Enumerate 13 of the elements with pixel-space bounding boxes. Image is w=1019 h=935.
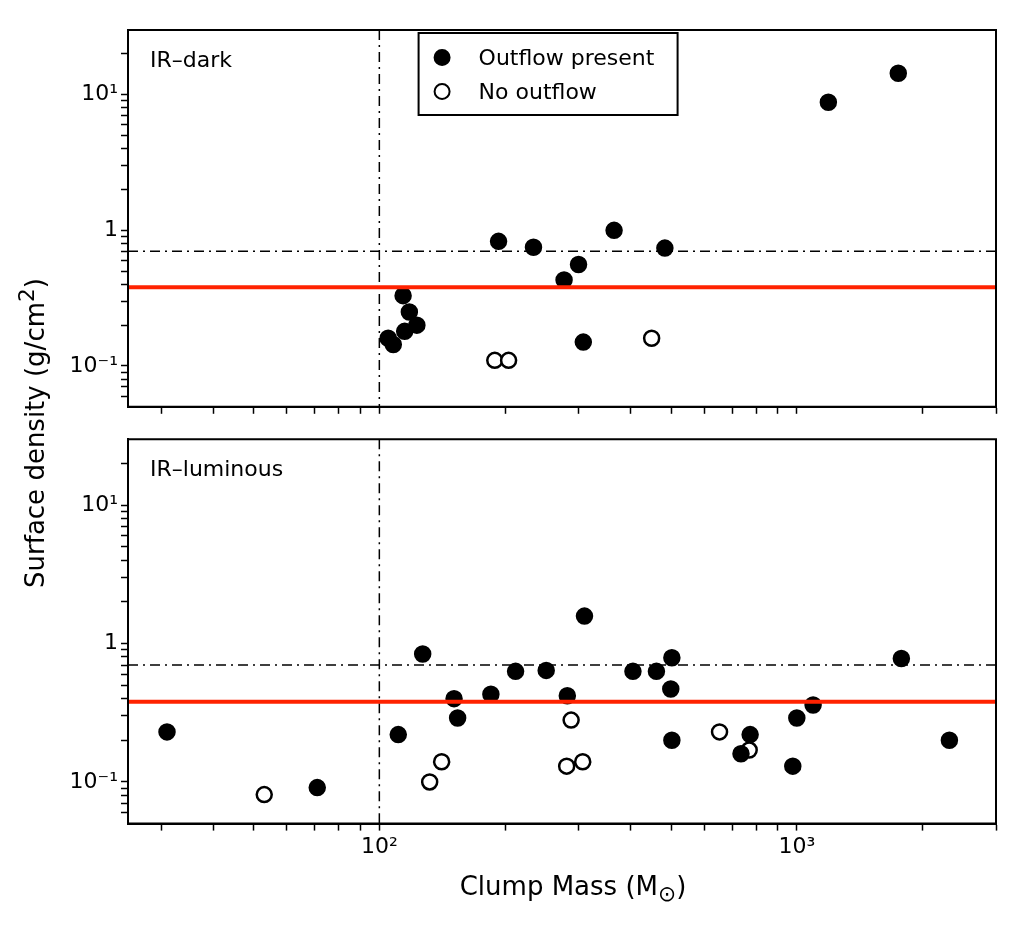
annotation: IR–luminous xyxy=(150,455,284,481)
y-tick-label: 1 xyxy=(104,216,118,242)
legend-label: No outflow xyxy=(478,78,597,104)
y-tick-label: 10⁻¹ xyxy=(69,767,118,793)
y-tick-label: 10¹ xyxy=(81,490,118,516)
y-tick-label: 1 xyxy=(104,629,118,655)
x-tick-label: 10³ xyxy=(778,832,816,858)
y-tick-label: 10¹ xyxy=(81,80,118,106)
x-tick-label: 10² xyxy=(360,832,398,858)
legend-label: Outflow present xyxy=(478,44,655,70)
annotation: IR–dark xyxy=(150,46,233,72)
x-axis-title: Clump Mass (M$_{⊙}$) xyxy=(458,871,688,907)
y-tick-label: 10⁻¹ xyxy=(69,351,118,377)
